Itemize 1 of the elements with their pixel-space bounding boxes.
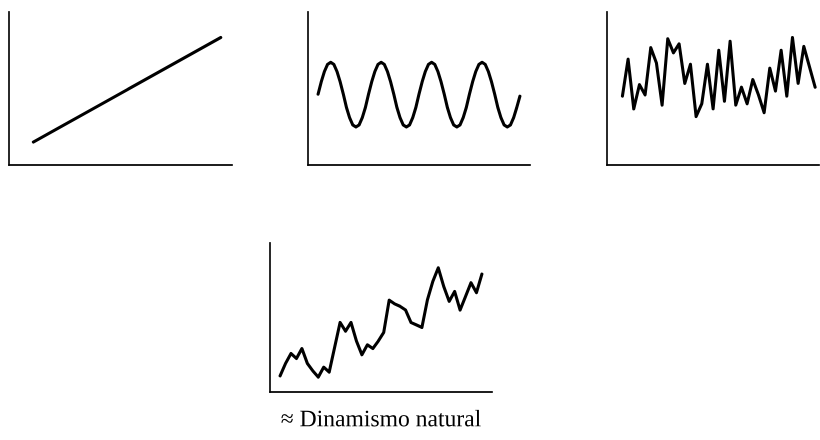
text: ≈ Dinamismo natural xyxy=(281,410,481,426)
